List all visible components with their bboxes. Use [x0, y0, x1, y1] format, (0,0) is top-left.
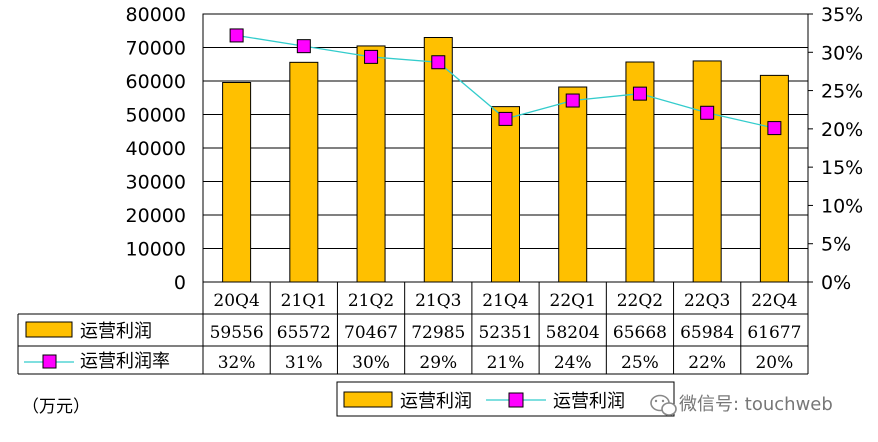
data-table: 20Q4 21Q1 21Q2 21Q3 21Q4 22Q1 22Q2 22Q3 22Q4 5955… — [17, 282, 809, 375]
y-left-tick-label: 10000 — [126, 239, 186, 261]
row-key-bar — [25, 321, 73, 338]
bar — [222, 81, 252, 283]
line-marker — [364, 49, 379, 64]
line-marker — [431, 55, 446, 70]
margin-value-label: 22% — [688, 353, 726, 373]
bar-value-label: 72985 — [411, 323, 465, 343]
bar-value-label: 65984 — [680, 323, 734, 343]
line-marker — [498, 111, 513, 126]
bar-value-label: 59556 — [210, 323, 264, 343]
line-marker — [767, 121, 782, 136]
y-left-tick-label: 50000 — [126, 105, 186, 127]
row-key-marker — [42, 354, 57, 369]
bar-value-label: 52351 — [478, 323, 532, 343]
bar-value-label: 65668 — [613, 323, 667, 343]
line-series — [229, 28, 782, 136]
margin-value-label: 31% — [285, 353, 323, 373]
line-marker — [632, 86, 647, 101]
bar — [692, 60, 722, 283]
margin-value-label: 30% — [352, 353, 390, 373]
legend-key-marker — [508, 392, 524, 408]
margin-value-label: 21% — [487, 353, 525, 373]
margin-value-label: 20% — [755, 353, 793, 373]
line-marker — [229, 28, 244, 43]
line-marker — [565, 93, 580, 108]
y-left-tick-label: 30000 — [126, 172, 186, 194]
legend-key-bar — [343, 391, 393, 408]
bar-value-label: 70467 — [344, 323, 398, 343]
unit-label: （万元） — [22, 397, 90, 417]
category-label: 21Q1 — [281, 291, 327, 311]
y-right-tick-label: 15% — [821, 157, 863, 179]
margin-value-label: 29% — [419, 353, 457, 373]
y-left-tick-label: 20000 — [126, 205, 186, 227]
y-left-tick-label: 0 — [174, 272, 186, 294]
y-left-tick-label: 80000 — [126, 4, 186, 26]
line-marker — [700, 105, 715, 120]
category-label: 21Q4 — [482, 291, 528, 311]
category-label: 20Q4 — [213, 291, 259, 311]
y-right-tick-label: 0% — [821, 272, 851, 294]
bar-value-label: 58204 — [546, 323, 600, 343]
bar — [423, 37, 453, 283]
wechat-icon — [650, 394, 677, 416]
bar — [491, 106, 520, 283]
category-label: 22Q3 — [684, 291, 730, 311]
watermark-text: 微信号: touchweb — [679, 394, 833, 415]
row-label: 运营利润率 — [80, 351, 170, 372]
bar — [759, 74, 789, 283]
legend-box — [336, 381, 675, 417]
legend-label: 运营利润 — [400, 391, 472, 412]
y-right-tick-label: 25% — [821, 81, 863, 103]
category-label: 21Q3 — [415, 291, 461, 311]
legend: 运营利润 运营利润 — [336, 381, 675, 417]
margin-value-label: 32% — [218, 353, 256, 373]
bar-value-label: 65572 — [277, 323, 331, 343]
bar-value-label: 61677 — [747, 323, 801, 343]
category-label: 22Q2 — [617, 291, 663, 311]
legend-label: 运营利润 — [553, 391, 625, 412]
category-label: 21Q2 — [348, 291, 394, 311]
plot-area — [202, 13, 809, 283]
row-label: 运营利润 — [80, 321, 152, 342]
y-right-tick-label: 20% — [821, 119, 863, 141]
category-label: 22Q4 — [751, 291, 797, 311]
margin-value-label: 24% — [554, 353, 592, 373]
y-left-tick-label: 70000 — [126, 38, 186, 60]
y-right-tick-label: 30% — [821, 42, 863, 64]
y-right-tick-label: 5% — [821, 234, 851, 256]
bar — [289, 61, 319, 283]
line-marker — [296, 39, 311, 54]
bar — [558, 86, 588, 283]
y-left-tick-label: 60000 — [126, 71, 186, 93]
y-left-tick-label: 40000 — [126, 138, 186, 160]
bar-series — [222, 37, 789, 283]
margin-value-label: 25% — [621, 353, 659, 373]
y-right-tick-label: 35% — [821, 4, 863, 26]
category-label: 22Q1 — [550, 291, 596, 311]
y-right-tick-label: 10% — [821, 195, 863, 217]
axes: 0 10000 20000 30000 40000 50000 60000 70000 8000… — [126, 4, 864, 294]
bar — [356, 45, 386, 283]
watermark: 微信号: touchweb — [650, 394, 833, 416]
